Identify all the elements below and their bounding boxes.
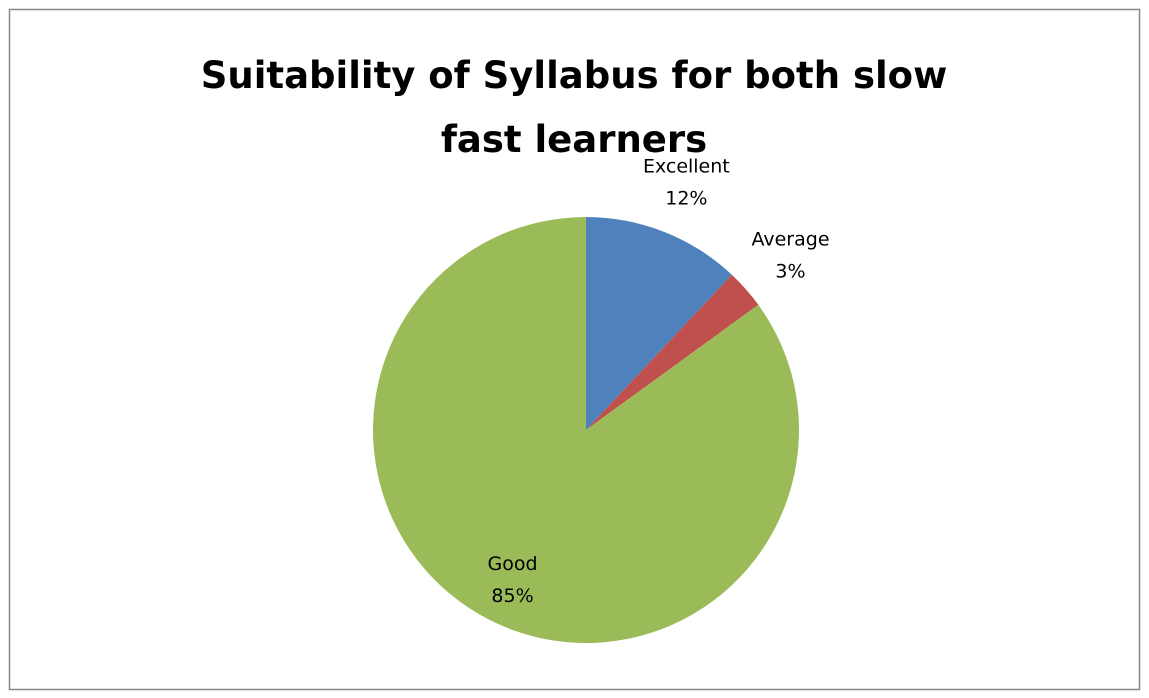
- chart-title: Suitability of Syllabus for both slow fa…: [200, 54, 948, 161]
- pie-slice: [586, 274, 759, 430]
- value-label: 12%: [665, 188, 707, 210]
- value-label: 3%: [775, 261, 805, 283]
- pie-slice: [586, 217, 732, 430]
- slice-label: Excellent 12%: [643, 156, 730, 210]
- category-label: Average: [751, 229, 829, 251]
- slice-label: Average 3%: [751, 229, 829, 283]
- category-label: Excellent: [643, 156, 730, 178]
- pie-slice: [373, 217, 799, 643]
- category-label: Good: [487, 553, 537, 575]
- slice-label: Good 85%: [487, 553, 537, 607]
- value-label: 85%: [491, 585, 533, 607]
